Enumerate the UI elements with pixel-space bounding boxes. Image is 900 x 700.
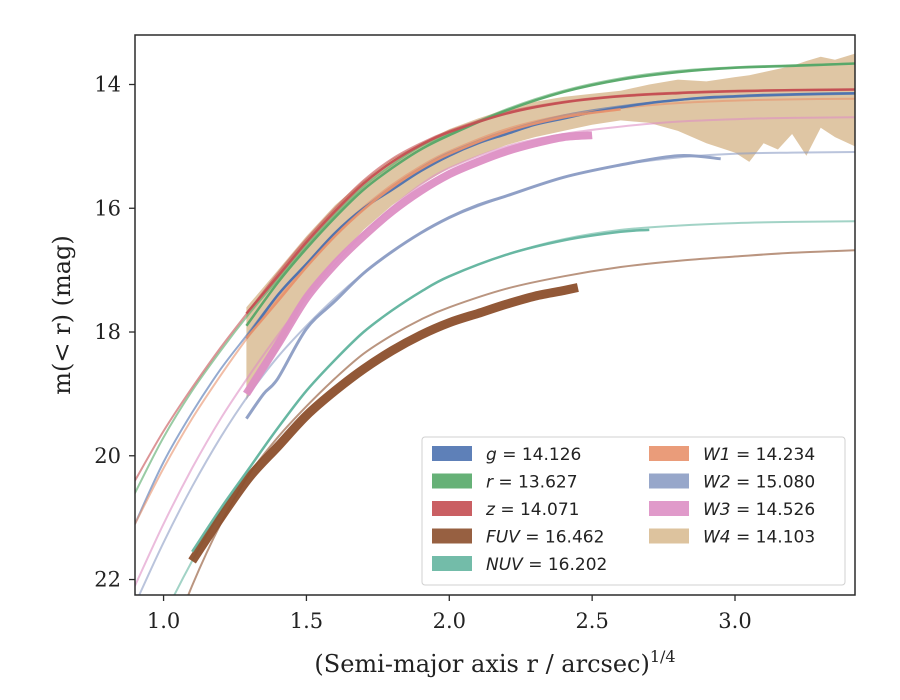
x-tick-label: 1.5 (290, 609, 323, 633)
legend-label-w4: W4 = 14.103 (703, 528, 815, 548)
y-tick-label: 20 (94, 444, 121, 468)
legend-swatch-w4 (649, 528, 689, 544)
data-curve-w3 (243, 131, 593, 397)
x-tick-label: 1.0 (147, 609, 180, 633)
legend: g = 14.126 r = 13.627 z = 14.071 FUV = 16.4… (421, 436, 846, 586)
legend-box (421, 436, 846, 586)
legend-swatch-nuv (432, 556, 472, 571)
y-axis: 14 16 18 20 22 (94, 73, 135, 592)
legend-swatch-fuv (432, 528, 472, 544)
legend-label-z: z = 14.071 (485, 500, 579, 520)
x-axis-label-exponent: 1/4 (650, 647, 676, 666)
legend-swatch-w2 (649, 473, 689, 489)
legend-label-w3: W3 = 14.526 (703, 500, 815, 520)
legend-swatch-r (432, 473, 472, 489)
y-tick-label: 18 (94, 320, 121, 344)
data-curve-w1 (245, 108, 621, 340)
legend-label-fuv: FUV = 16.462 (486, 528, 604, 548)
data-curve-w2 (245, 153, 721, 420)
y-axis-label: m(< r) (mag) (48, 235, 76, 394)
data-curve-r (245, 62, 855, 327)
legend-label-w1: W1 = 14.234 (703, 445, 815, 465)
legend-label-r: r = 13.627 (486, 473, 578, 493)
x-axis-label-main: (Semi-major axis r / arcsec) (314, 650, 649, 678)
data-curve-fuv (188, 283, 579, 564)
x-axis-label: (Semi-major axis r / arcsec)1/4 (314, 647, 675, 678)
model-curve-fuv (187, 249, 855, 595)
y-tick-label: 14 (94, 73, 121, 97)
legend-swatch-g (432, 446, 472, 461)
legend-swatch-z (432, 501, 472, 516)
x-tick-label: 2.5 (575, 609, 608, 633)
legend-label-g: g = 14.126 (486, 445, 581, 465)
x-axis: 1.0 1.5 2.0 2.5 3.0 (147, 595, 752, 633)
legend-label-w2: W2 = 15.080 (703, 473, 815, 493)
legend-label-nuv: NUV = 16.202 (486, 555, 607, 575)
legend-swatch-w3 (649, 501, 689, 516)
band-w4 (246, 53, 855, 401)
x-tick-label: 2.0 (433, 609, 466, 633)
y-tick-label: 22 (94, 568, 121, 592)
plot-area (135, 53, 855, 595)
data-curve-nuv (191, 228, 650, 553)
plot-frame (134, 34, 856, 596)
x-tick-label: 3.0 (718, 609, 751, 633)
model-curve-w1 (135, 97, 855, 525)
y-tick-label: 16 (94, 196, 121, 220)
data-curve-z (245, 88, 855, 315)
legend-swatch-w1 (649, 446, 689, 461)
